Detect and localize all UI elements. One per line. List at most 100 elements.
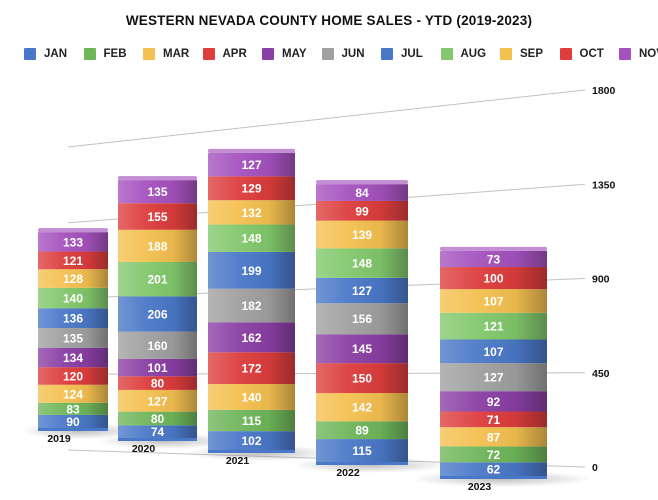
legend-item-jun: JUN [321, 48, 365, 60]
data-label: 139 [352, 228, 372, 242]
data-label: 155 [147, 210, 167, 224]
data-label: 84 [355, 186, 369, 200]
legend-item-nov: NOV [619, 48, 658, 60]
bar-2021: 102 115 140 172 162 182 199 148 132 129 127 [208, 148, 295, 453]
legend-item-mar: MAR [143, 48, 189, 60]
bar-2022: 115 89 142 150 145 156 127 148 139 99 84 [316, 180, 408, 465]
data-label: 92 [487, 395, 501, 409]
data-label: 74 [151, 425, 165, 439]
legend-label: JAN [44, 48, 68, 60]
bar-top-cap-highlight [208, 148, 295, 153]
y-tick-label: 1350 [592, 179, 616, 191]
data-label: 140 [241, 390, 261, 404]
data-label: 73 [487, 252, 501, 266]
legend-item-jan: JAN [24, 48, 67, 60]
legend-label: SEP [520, 48, 544, 60]
data-label: 102 [241, 434, 261, 448]
legend-label: JUN [341, 48, 365, 60]
data-label: 101 [147, 361, 167, 375]
data-label: 127 [483, 371, 503, 385]
data-label: 135 [147, 185, 167, 199]
data-label: 136 [63, 312, 83, 326]
data-label: 172 [241, 362, 261, 376]
legend-label: APR [222, 48, 247, 60]
bar-top-cap [38, 228, 108, 233]
y-tick-label: 450 [592, 368, 610, 380]
legend-item-feb: FEB [83, 48, 127, 60]
legend-swatch [202, 48, 215, 60]
x-category-label: 2023 [468, 481, 492, 493]
y-tick-label: 0 [592, 462, 598, 474]
data-label: 201 [147, 273, 167, 287]
data-label: 140 [63, 292, 83, 306]
data-label: 71 [487, 413, 501, 427]
legend-label: MAY [282, 48, 307, 60]
data-label: 142 [352, 401, 372, 415]
bar-top-cap [118, 176, 197, 181]
legend-item-oct: OCT [559, 48, 604, 60]
data-label: 134 [63, 351, 83, 365]
data-label: 80 [151, 412, 165, 426]
data-label: 127 [147, 394, 167, 408]
data-label: 115 [352, 444, 372, 458]
chart-title: WESTERN NEVADA COUNTY HOME SALES - YTD (… [125, 13, 533, 28]
legend-label: FEB [103, 48, 127, 60]
legend-swatch [559, 48, 572, 60]
data-label: 80 [151, 377, 165, 391]
data-label: 124 [63, 387, 83, 401]
data-label: 89 [355, 424, 369, 438]
legend-item-jul: JUL [381, 48, 423, 60]
data-label: 99 [355, 204, 369, 218]
data-label: 148 [352, 257, 372, 271]
legend-swatch [143, 48, 155, 60]
bar-top-cap [316, 180, 408, 185]
data-label: 127 [352, 284, 372, 298]
data-label: 129 [241, 182, 261, 196]
legend-swatch [262, 48, 274, 60]
x-category-label: 2020 [132, 443, 156, 455]
data-label: 206 [147, 307, 167, 321]
legend-label: OCT [579, 48, 604, 60]
bar-bottom-lip [208, 450, 295, 453]
data-label: 127 [241, 158, 261, 172]
legend-swatch [321, 48, 334, 60]
legend-item-apr: APR [202, 48, 247, 60]
legend-swatch [24, 48, 36, 60]
legend-label: AUG [460, 48, 487, 60]
data-label: 100 [483, 272, 503, 286]
y-tick-label: 1800 [592, 85, 616, 97]
data-label: 145 [352, 342, 372, 356]
data-label: 120 [63, 369, 83, 383]
data-label: 72 [487, 448, 501, 462]
data-label: 135 [63, 331, 83, 345]
legend-swatch [381, 48, 393, 60]
data-label: 133 [63, 235, 83, 249]
data-label: 188 [147, 239, 167, 253]
legend-item-aug: AUG [440, 48, 487, 60]
legend-item-may: MAY [262, 48, 307, 60]
data-label: 160 [147, 339, 167, 353]
data-label: 156 [352, 312, 372, 326]
data-label: 162 [241, 331, 261, 345]
legend-item-sep: SEP [500, 48, 543, 60]
legend-swatch [500, 48, 512, 60]
data-label: 132 [241, 206, 261, 220]
bar-top-cap-highlight [38, 228, 108, 233]
data-label: 62 [487, 463, 501, 477]
bar-top-cap-highlight [118, 176, 197, 181]
bar-bottom-lip [118, 438, 197, 441]
y-tick-label: 900 [592, 274, 610, 286]
bar-bottom-lip [316, 462, 408, 465]
legend-swatch [83, 48, 96, 60]
data-label: 148 [241, 232, 261, 246]
data-label: 83 [66, 402, 80, 416]
data-label: 128 [63, 272, 83, 286]
data-label: 107 [483, 345, 503, 359]
data-label: 87 [487, 430, 501, 444]
data-label: 121 [63, 254, 83, 268]
data-label: 199 [241, 264, 261, 278]
